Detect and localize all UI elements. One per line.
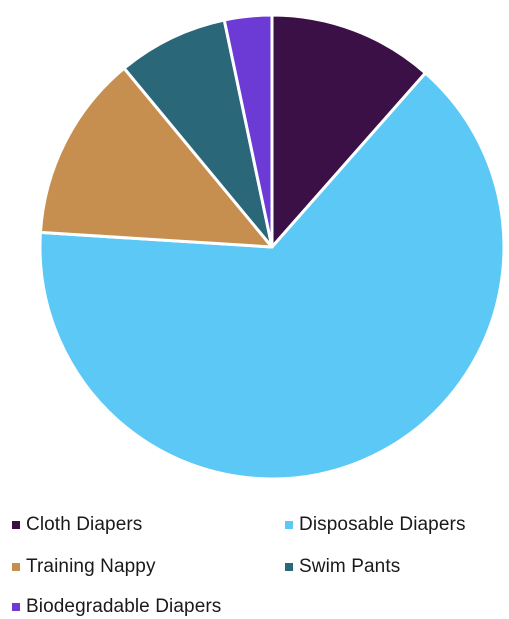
legend-label-training-nappy: Training Nappy (26, 556, 156, 577)
legend-swatch-swim-pants (285, 563, 293, 571)
chart-legend: Cloth Diapers Disposable Diapers Trainin… (0, 508, 509, 619)
legend-item-disposable-diapers: Disposable Diapers (285, 513, 466, 537)
pie-plot-area (38, 13, 506, 481)
pie-slice-biodegradable-diapers (222, 13, 274, 249)
legend-swatch-training-nappy (12, 563, 20, 571)
pie-slice-disposable-diapers (38, 71, 506, 481)
legend-item-cloth-diapers: Cloth Diapers (12, 513, 142, 537)
legend-item-swim-pants: Swim Pants (285, 555, 400, 579)
legend-label-cloth-diapers: Cloth Diapers (26, 514, 143, 535)
legend-label-disposable-diapers: Disposable Diapers (299, 514, 466, 535)
pie-slice-cloth-diapers (270, 13, 427, 249)
legend-item-training-nappy: Training Nappy (12, 555, 156, 579)
pie-slice-training-nappy (38, 66, 274, 249)
legend-label-swim-pants: Swim Pants (299, 556, 401, 577)
legend-swatch-disposable-diapers (285, 521, 293, 529)
legend-label-biodegradable-diapers: Biodegradable Diapers (26, 596, 222, 617)
legend-item-biodegradable-diapers: Biodegradable Diapers (12, 595, 221, 619)
legend-swatch-cloth-diapers (12, 521, 20, 529)
legend-swatch-biodegradable-diapers (12, 603, 20, 611)
